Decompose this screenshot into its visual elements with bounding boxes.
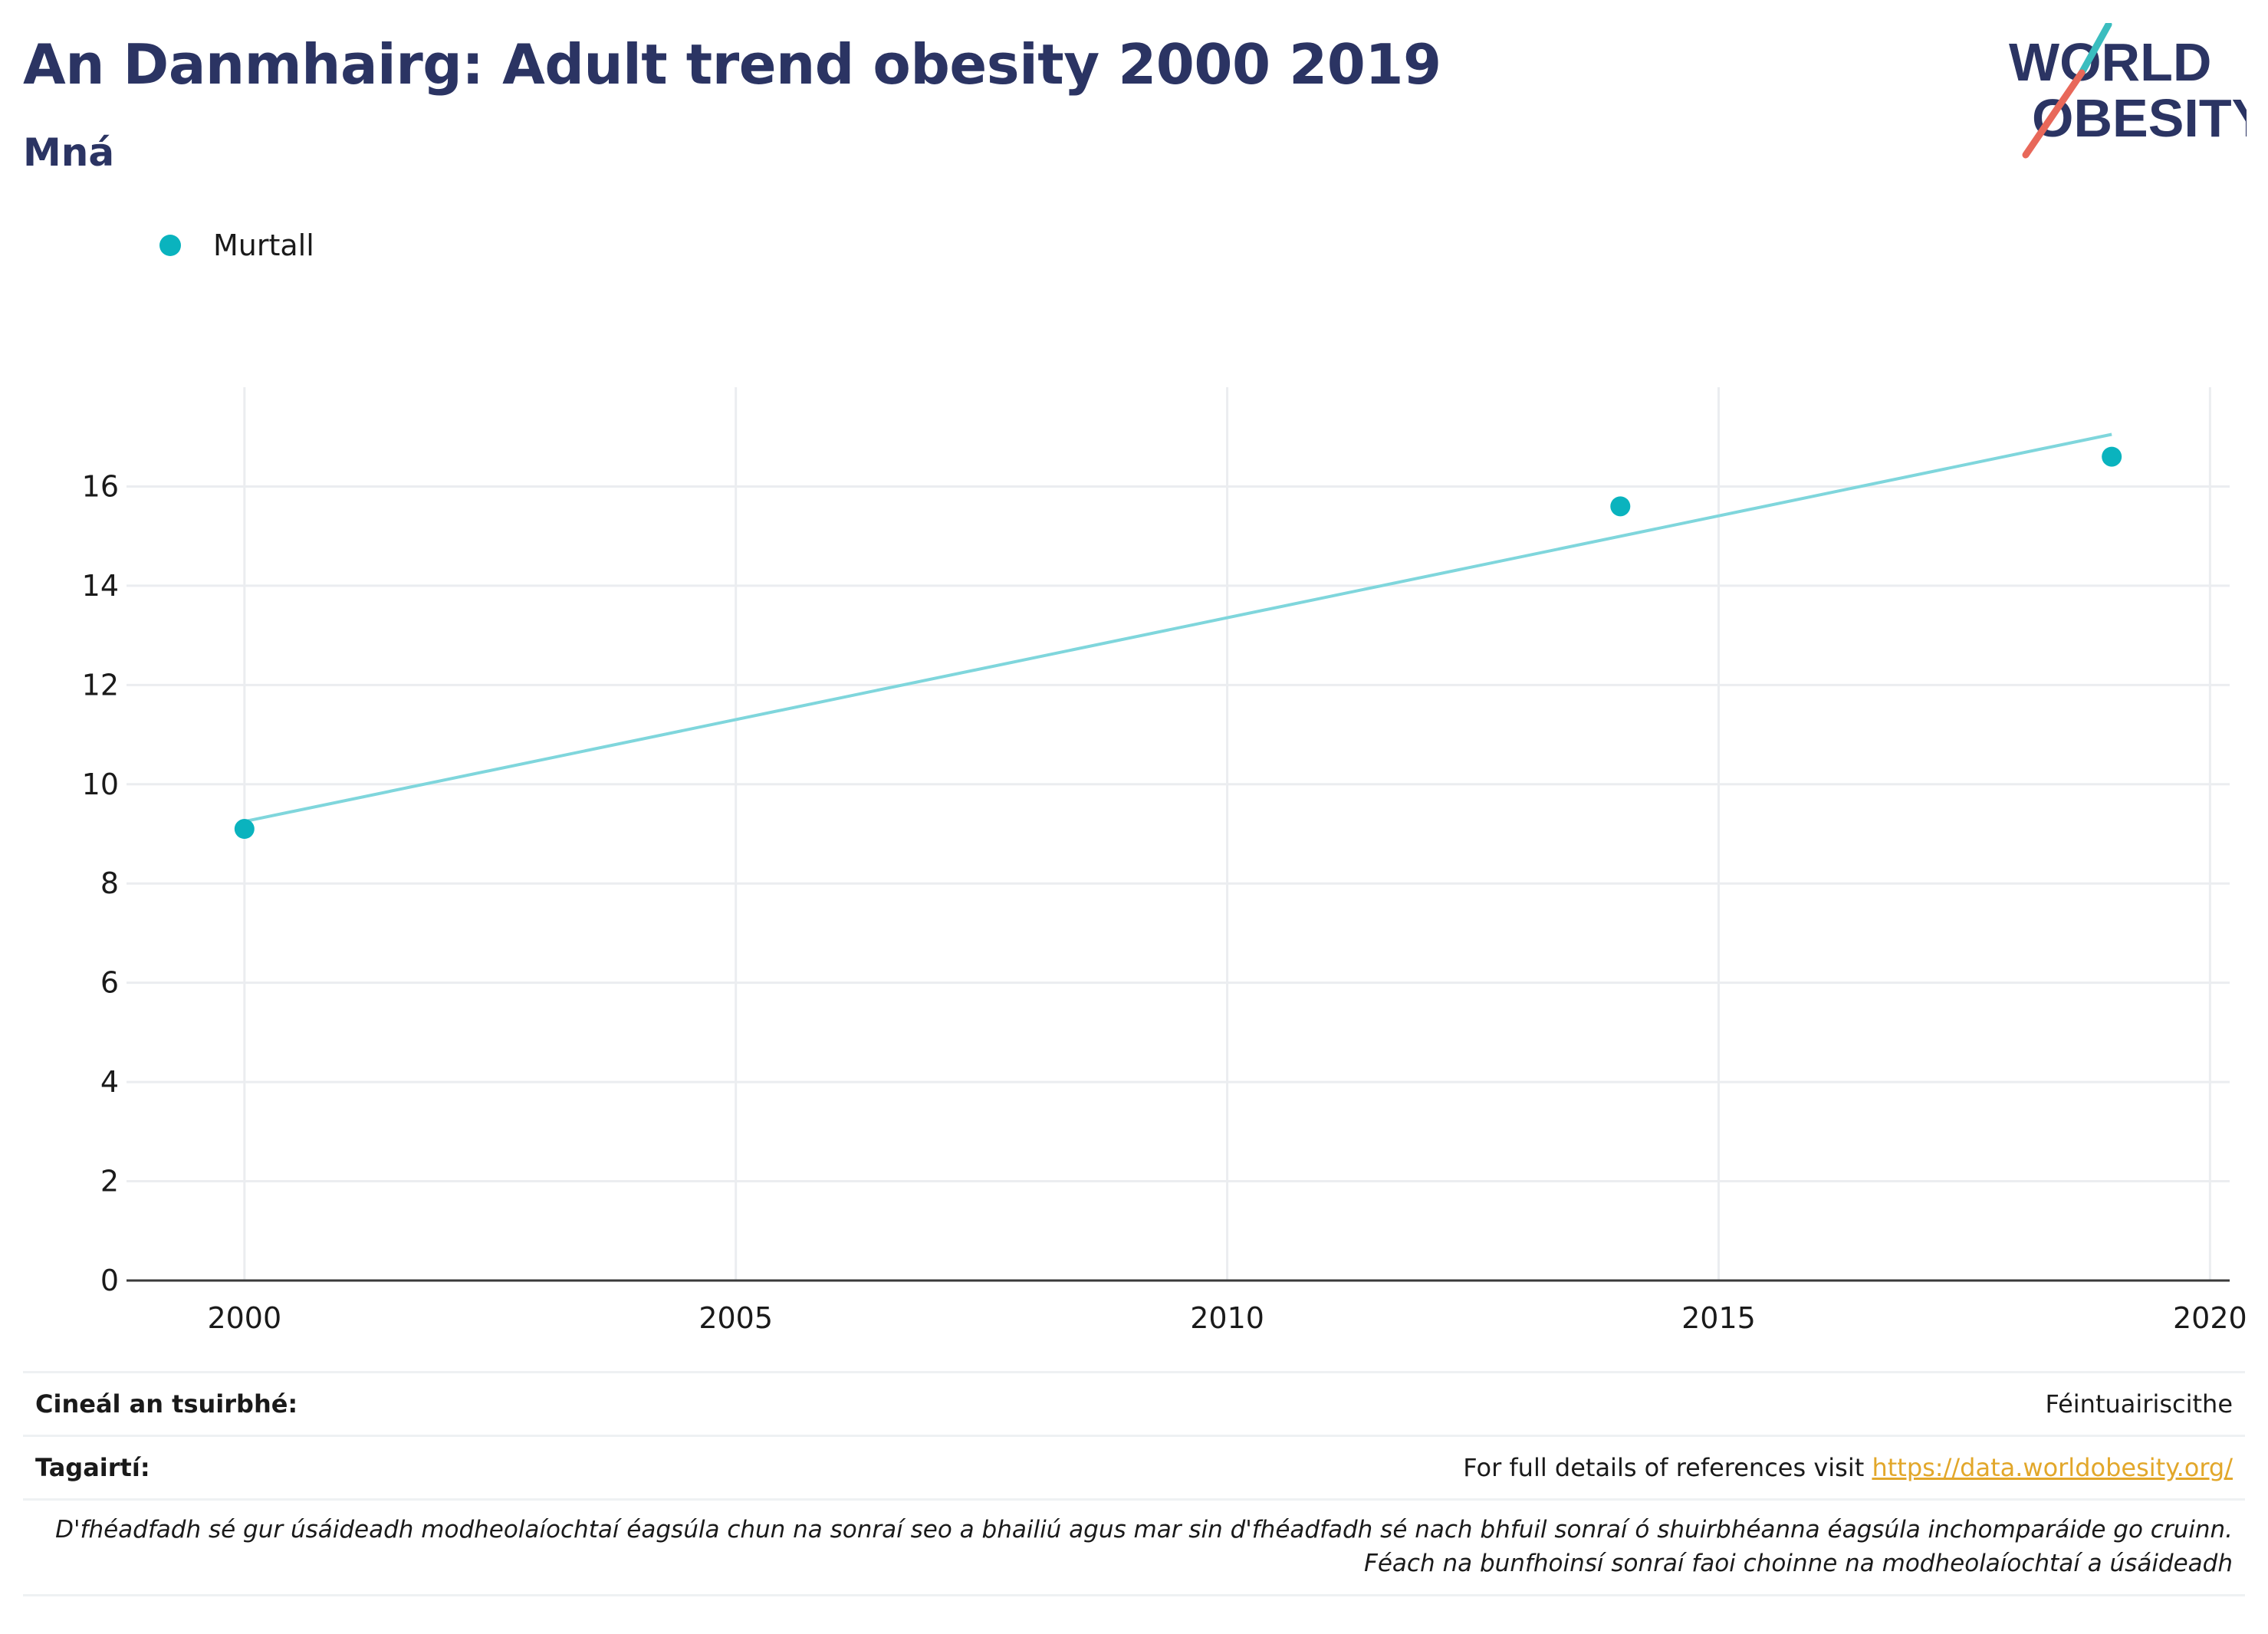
y-tick-label: 14: [82, 569, 119, 603]
y-tick-label: 2: [100, 1165, 119, 1198]
page-subtitle: Mná: [23, 130, 115, 175]
references-row: Tagairtí: For full details of references…: [23, 1435, 2245, 1498]
y-tick-label: 0: [100, 1264, 119, 1297]
info-table: Cineál an tsuirbhé: Féintuairiscithe Tag…: [23, 1371, 2245, 1596]
obesity-trend-chart: 0 2 4 6 8 10 12 14 16 2000 2005 2010 2015 2020: [82, 387, 2247, 1335]
trend-line: [244, 432, 2112, 824]
x-tick-label: 2010: [1190, 1301, 1264, 1335]
x-tick-label: 2000: [207, 1301, 281, 1335]
logo-red-stroke: [2022, 69, 2086, 159]
y-tick-label: 8: [100, 866, 119, 900]
references-link[interactable]: https://data.worldobesity.org/: [1872, 1453, 2233, 1482]
legend-marker: [159, 235, 181, 256]
x-tick-label: 2020: [2173, 1301, 2247, 1335]
references-text: For full details of references visit htt…: [1463, 1453, 2233, 1482]
x-tick-label: 2005: [698, 1301, 773, 1335]
legend-label: Murtall: [213, 228, 314, 262]
data-point: [1610, 496, 1631, 517]
references-prefix: For full details of references visit: [1463, 1453, 1872, 1482]
logo-word-world: WORLD: [2009, 32, 2211, 92]
survey-type-value: Féintuairiscithe: [2045, 1389, 2233, 1419]
legend: Murtall: [159, 228, 314, 262]
survey-type-row: Cineál an tsuirbhé: Féintuairiscithe: [23, 1371, 2245, 1435]
survey-type-label: Cineál an tsuirbhé:: [35, 1389, 298, 1419]
methodology-note: D'fhéadfadh sé gur úsáideadh modheolaíoc…: [23, 1498, 2245, 1596]
world-obesity-logo: WORLD OBESITY: [2009, 23, 2247, 159]
x-tick-label: 2015: [1681, 1301, 1756, 1335]
y-tick-label: 12: [82, 668, 119, 702]
page-title: An Danmhairg: Adult trend obesity 2000 2…: [23, 32, 1441, 97]
y-tick-label: 4: [100, 1065, 119, 1099]
y-tick-label: 10: [82, 768, 119, 801]
y-tick-label: 16: [82, 469, 119, 503]
methodology-note-line-1: D'fhéadfadh sé gur úsáideadh modheolaíoc…: [55, 1516, 2233, 1544]
references-label: Tagairtí:: [35, 1453, 150, 1482]
logo-teal-stroke: [2078, 23, 2112, 77]
data-point: [2102, 446, 2122, 467]
data-point: [234, 819, 255, 840]
methodology-note-line-2: Féach na bunfhoinsí sonraí faoi choinne …: [1364, 1550, 2233, 1577]
y-tick-label: 6: [100, 966, 119, 1000]
